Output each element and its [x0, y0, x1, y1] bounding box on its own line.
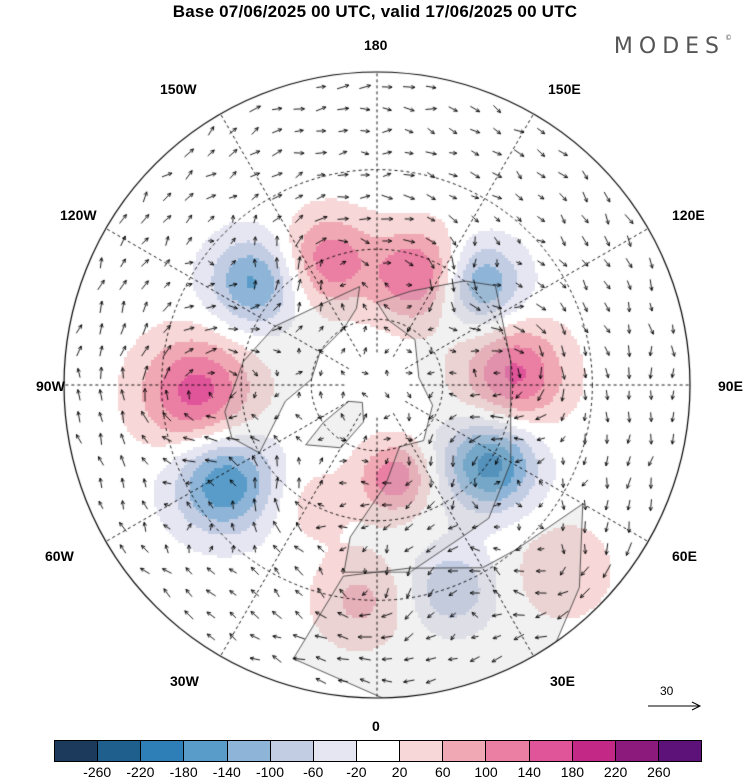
lon-label-150w: 150W — [160, 81, 197, 97]
colorbar-swatch — [98, 741, 142, 761]
colorbar-swatch — [184, 741, 228, 761]
colorbar-tick-label: 20 — [391, 764, 408, 780]
colorbar-tick-label: -220 — [126, 764, 155, 780]
colorbar-swatch — [486, 741, 530, 761]
lon-label-90w: 90W — [36, 378, 65, 394]
colorbar-swatch — [356, 741, 401, 761]
colorbar-tick-label: -260 — [83, 764, 112, 780]
lon-label-120w: 120W — [60, 207, 97, 223]
colorbar-tick-label: 60 — [435, 764, 451, 780]
lon-label-30w: 30W — [170, 673, 199, 689]
colorbar-tick-label: -60 — [303, 764, 324, 780]
colorbar-swatch — [443, 741, 487, 761]
colorbar-swatch — [270, 741, 314, 761]
colorbar-ticks: -260 -220 -180 -140 -100 -60 -20 20 60 100 140 180 2… — [54, 764, 702, 782]
colorbar-swatch — [400, 741, 444, 761]
lon-label-180: 180 — [364, 37, 388, 53]
lon-label-0: 0 — [372, 718, 380, 734]
colorbar-tick-label: -100 — [255, 764, 285, 780]
lon-label-30e: 30E — [550, 673, 575, 689]
colorbar-tick-label: -20 — [346, 764, 367, 780]
colorbar-tick-label: 100 — [474, 764, 498, 780]
reference-vector-arrow — [648, 701, 702, 711]
lon-label-120e: 120E — [672, 207, 705, 223]
lon-label-90e: 90E — [718, 378, 743, 394]
reference-vector-label: 30 — [660, 684, 674, 698]
lon-label-150e: 150E — [548, 81, 581, 97]
modes-logo: MODES© — [614, 34, 732, 59]
colorbar-swatch — [313, 741, 357, 761]
brand-text: MODES — [613, 34, 725, 59]
colorbar-tick-label: 180 — [560, 764, 585, 780]
copyright-mark: © — [725, 34, 732, 42]
colorbar-tick-label: 260 — [647, 764, 671, 780]
colorbar-tick-label: -140 — [212, 764, 241, 780]
colorbar-tick-label: -180 — [169, 764, 198, 780]
map-title: Base 07/06/2025 00 UTC, valid 17/06/2025… — [172, 2, 578, 21]
colorbar-swatch — [572, 741, 616, 761]
colorbar-swatch — [227, 741, 271, 761]
lon-label-60w: 60W — [45, 548, 74, 564]
colorbar — [54, 740, 702, 762]
colorbar-swatch — [141, 741, 185, 761]
colorbar-swatch — [55, 741, 99, 761]
colorbar-swatch — [615, 741, 659, 761]
colorbar-swatch — [658, 741, 702, 761]
colorbar-swatch — [529, 741, 573, 761]
colorbar-tick-label: 220 — [603, 764, 628, 780]
colorbar-tick-label: 140 — [517, 764, 541, 780]
lon-label-60e: 60E — [672, 548, 697, 564]
